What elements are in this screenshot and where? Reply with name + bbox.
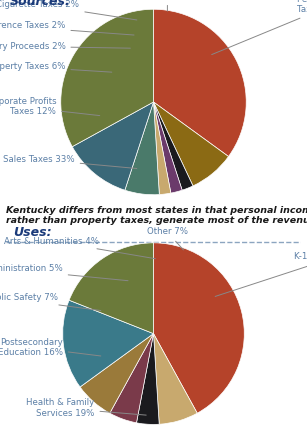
Text: Sources:: Sources:: [10, 0, 71, 8]
Text: Justice & Public Safety 7%: Justice & Public Safety 7%: [0, 293, 101, 311]
Text: Finance & Administration 5%: Finance & Administration 5%: [0, 264, 128, 280]
Text: Corporate Profits
Taxes 12%: Corporate Profits Taxes 12%: [0, 97, 100, 116]
Wedge shape: [69, 243, 154, 334]
Text: Sales Taxes 33%: Sales Taxes 33%: [3, 155, 137, 168]
Text: Other Taxes 8%: Other Taxes 8%: [134, 0, 201, 11]
Wedge shape: [154, 243, 244, 413]
Text: Other 7%: Other 7%: [147, 227, 188, 250]
Text: Cigarette Taxes 2%: Cigarette Taxes 2%: [0, 0, 137, 20]
Wedge shape: [154, 102, 171, 195]
Text: Lottery Proceeds 2%: Lottery Proceeds 2%: [0, 42, 130, 51]
Wedge shape: [154, 102, 228, 186]
Wedge shape: [137, 334, 159, 425]
Text: Kentucky differs from most states in that personal income taxes,
rather than pro: Kentucky differs from most states in tha…: [6, 206, 307, 225]
Text: Personal Income
Taxes 35%: Personal Income Taxes 35%: [212, 0, 307, 54]
Text: Uses:: Uses:: [13, 227, 51, 239]
Wedge shape: [154, 9, 246, 156]
Wedge shape: [154, 334, 197, 424]
Text: Arts & Humanities 4%: Arts & Humanities 4%: [4, 237, 155, 259]
Text: Postsecondary
Education 16%: Postsecondary Education 16%: [0, 337, 101, 357]
Wedge shape: [80, 334, 154, 413]
Wedge shape: [61, 9, 154, 147]
Wedge shape: [63, 300, 154, 387]
Text: Coal Severence Taxes 2%: Coal Severence Taxes 2%: [0, 22, 134, 35]
Text: Property Taxes 6%: Property Taxes 6%: [0, 62, 112, 72]
Wedge shape: [72, 102, 154, 190]
Text: Health & Family
Services 19%: Health & Family Services 19%: [26, 398, 146, 418]
Wedge shape: [110, 334, 154, 423]
Text: K-12 Education 42%: K-12 Education 42%: [215, 252, 307, 297]
Wedge shape: [154, 102, 193, 190]
Wedge shape: [154, 102, 182, 193]
Wedge shape: [125, 102, 159, 195]
